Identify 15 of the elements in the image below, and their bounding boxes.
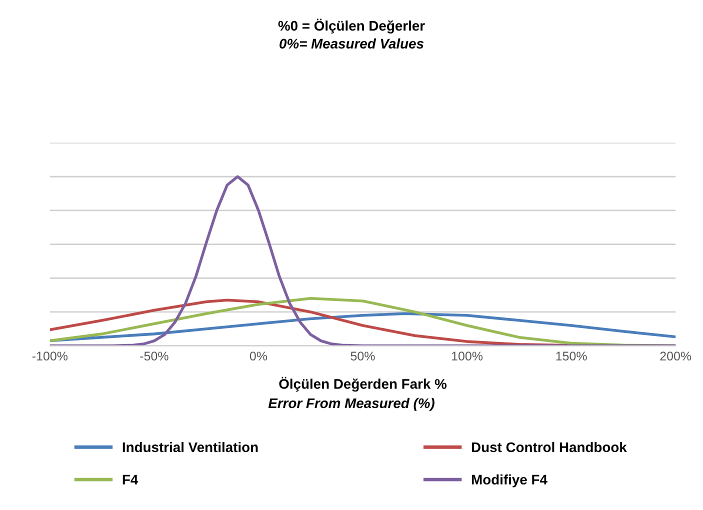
legend-label: Modifiye F4: [472, 474, 548, 488]
x-tick-label: 50%: [350, 352, 375, 361]
x-tick-label: 200%: [660, 352, 692, 361]
text: Error From Measured (%): [268, 398, 434, 411]
x-axis-title: Ölçülen Değerden Fark %: [279, 376, 447, 392]
x-tick-label: 150%: [556, 352, 587, 361]
chart-title: %0 = Ölçülen Değerler: [278, 18, 425, 34]
x-tick-label: -100%: [32, 352, 68, 361]
legend-label: F4: [122, 474, 138, 484]
legend-label: Industrial Ventilation: [122, 442, 258, 452]
x-tick-label: 0%: [250, 352, 268, 361]
chart-subtitle: 0%= Measured Values: [280, 38, 424, 49]
legend-label: Dust Control Handbook: [472, 442, 627, 452]
x-tick-label: -50%: [140, 352, 168, 361]
x-tick-label: 100%: [452, 352, 483, 361]
